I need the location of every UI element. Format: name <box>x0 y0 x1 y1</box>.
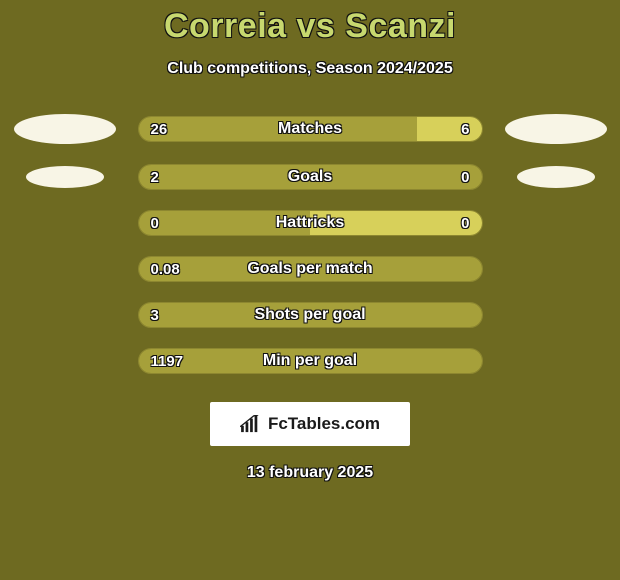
stat-bar-left: 0 <box>139 211 311 235</box>
stat-row: 0.08Goals per match <box>0 256 620 282</box>
player-marker-right <box>505 114 607 144</box>
stat-bar-left: 3 <box>139 303 482 327</box>
stat-bar-left: 1197 <box>139 349 482 373</box>
player-marker-right <box>517 166 595 188</box>
stat-bar-left: 26 <box>139 117 418 141</box>
stat-value-right: 6 <box>449 121 481 138</box>
subtitle: Club competitions, Season 2024/2025 <box>0 60 620 78</box>
stat-bar-left: 0.08 <box>139 257 482 281</box>
player-marker-left <box>14 114 116 144</box>
stat-bar: 0.08Goals per match <box>138 256 483 282</box>
stat-bar: 20Goals <box>138 164 483 190</box>
stat-value-right: 0 <box>449 215 481 232</box>
stat-bar: 266Matches <box>138 116 483 142</box>
brand-text: FcTables.com <box>268 414 380 434</box>
stat-row: 00Hattricks <box>0 210 620 236</box>
stat-bar: 1197Min per goal <box>138 348 483 374</box>
brand-badge[interactable]: FcTables.com <box>210 402 410 446</box>
stat-value-left: 2 <box>139 169 171 186</box>
stat-bar: 3Shots per goal <box>138 302 483 328</box>
stat-value-left: 3 <box>139 307 171 324</box>
player-marker-left <box>26 166 104 188</box>
stat-value-right: 0 <box>449 169 481 186</box>
right-team-slot <box>501 114 611 144</box>
stat-bar-left: 2 <box>139 165 482 189</box>
stats-rows: 266Matches20Goals00Hattricks0.08Goals pe… <box>0 114 620 374</box>
page-title: Correia vs Scanzi <box>0 7 620 46</box>
stat-row: 1197Min per goal <box>0 348 620 374</box>
left-team-slot <box>10 114 120 144</box>
stat-value-left: 0 <box>139 215 171 232</box>
chart-icon <box>240 415 262 433</box>
right-team-slot <box>501 166 611 188</box>
stat-bar-right: 0 <box>310 211 482 235</box>
stat-bar: 00Hattricks <box>138 210 483 236</box>
left-team-slot <box>10 166 120 188</box>
stat-value-left: 26 <box>139 121 180 138</box>
stat-value-left: 1197 <box>139 353 196 370</box>
stat-row: 266Matches <box>0 114 620 144</box>
stat-row: 3Shots per goal <box>0 302 620 328</box>
stat-value-left: 0.08 <box>139 261 192 278</box>
date-text: 13 february 2025 <box>0 464 620 482</box>
stat-row: 20Goals <box>0 164 620 190</box>
stat-bar-right: 6 <box>417 117 481 141</box>
comparison-card: Correia vs Scanzi Club competitions, Sea… <box>0 0 620 580</box>
